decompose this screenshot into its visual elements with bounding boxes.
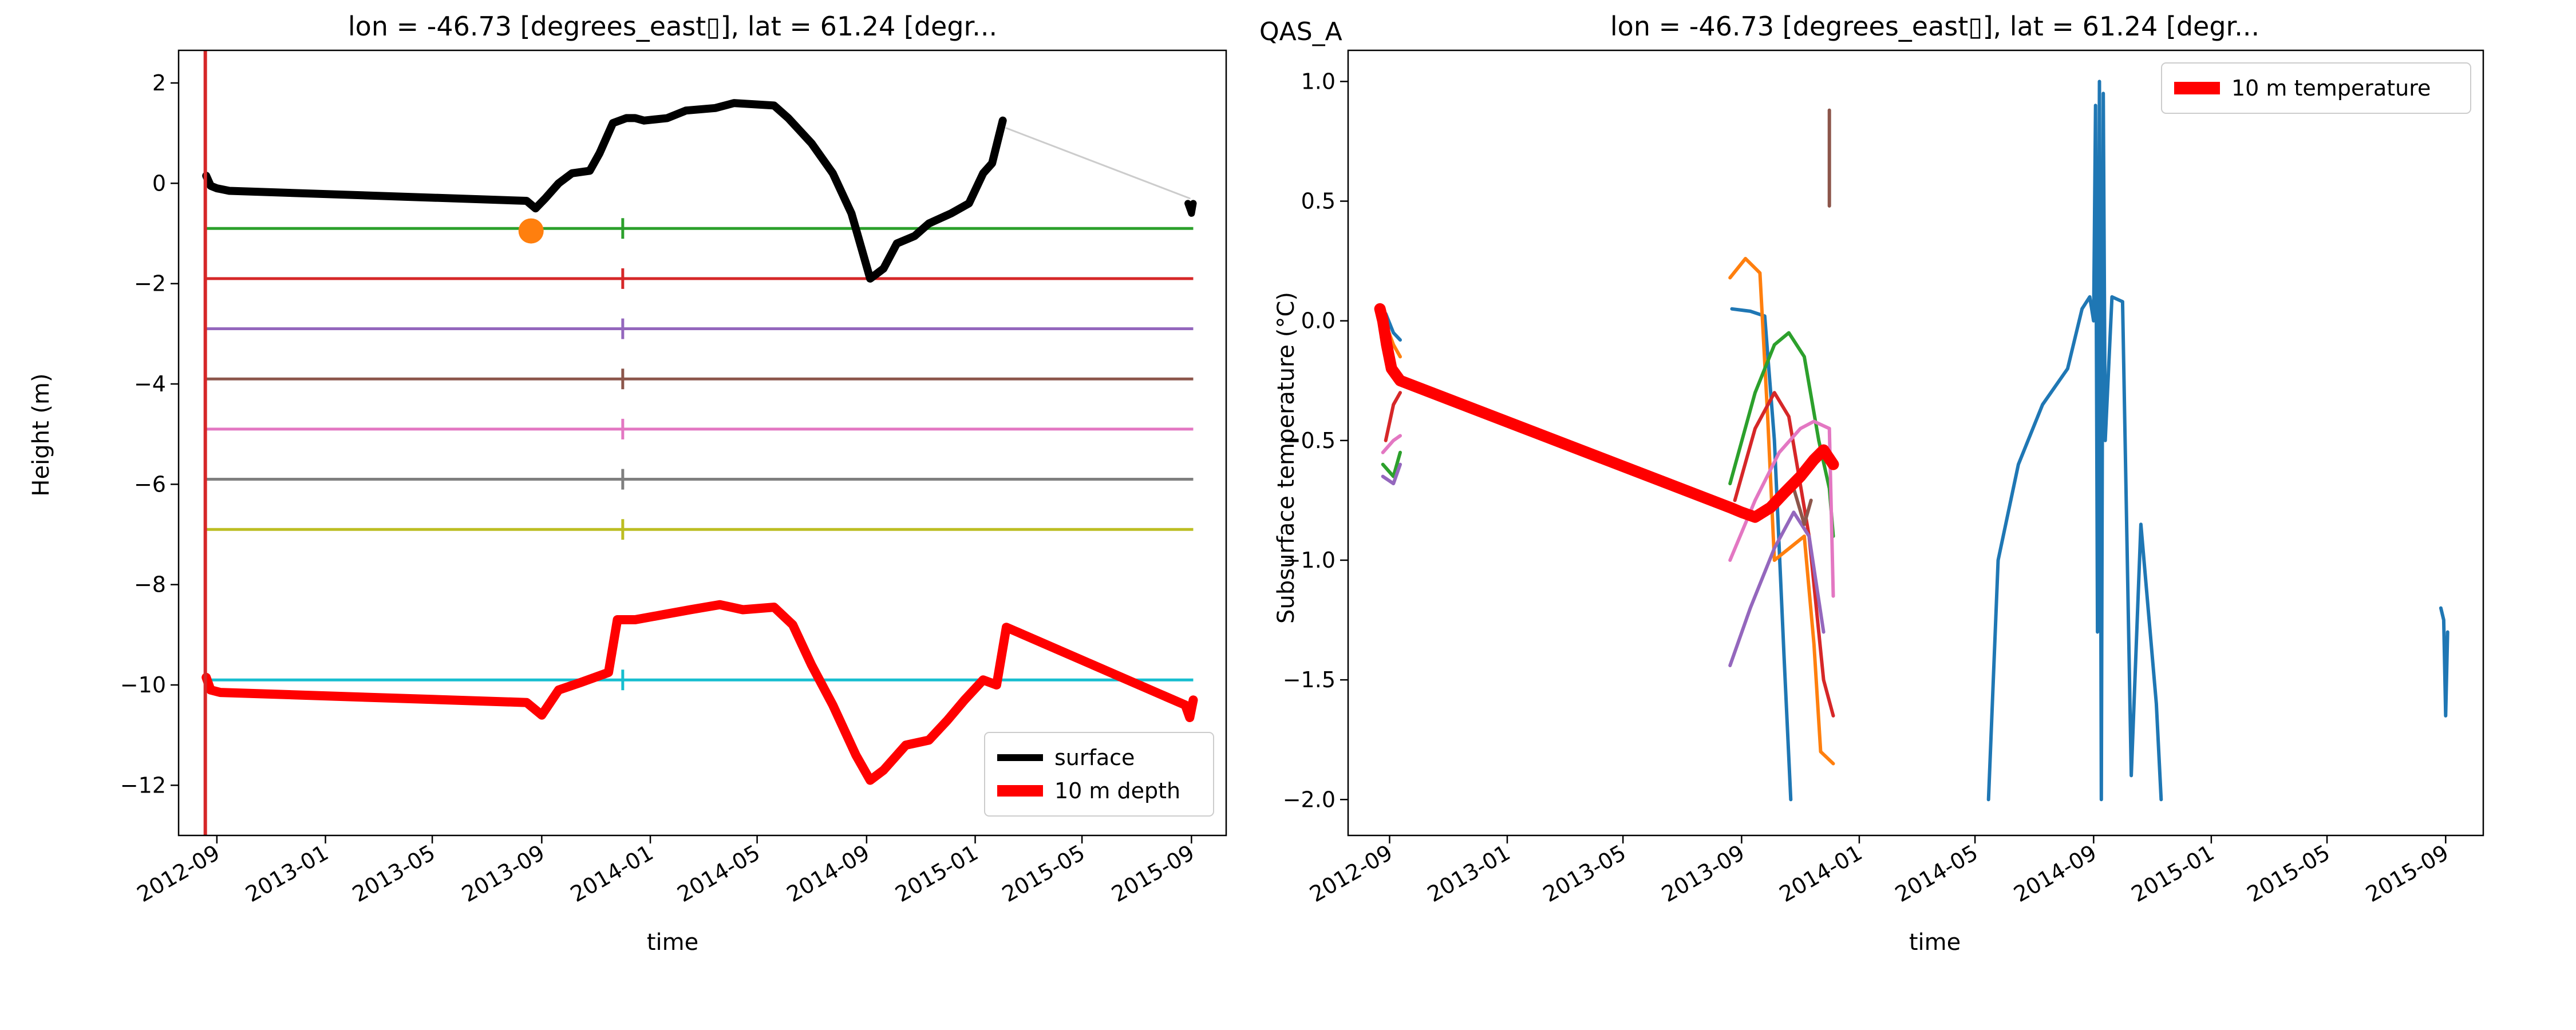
temperature-chart-legend: 10 m temperature (2161, 62, 2471, 114)
y-tick-label: −12 (120, 772, 166, 798)
temperature-series-line (1381, 450, 1402, 478)
y-tick-label: −2.0 (1283, 787, 1336, 812)
temperature-series-line (1728, 256, 1835, 766)
y-tick-label: −6 (134, 472, 166, 497)
y-tick-label: −8 (134, 572, 166, 597)
surface-series-line (1184, 200, 1197, 217)
y-tick-label: −4 (134, 371, 166, 397)
temperature-series-line (2439, 606, 2449, 718)
temperature-chart-plot-area (1374, 80, 2449, 802)
height-chart-y-ticks: 2 0 −2 −4 −6 −8 −10 −12 (120, 70, 179, 798)
y-tick-label: 0.0 (1301, 308, 1336, 334)
y-tick-label: −2 (134, 271, 166, 296)
temperature-10m-series-line (1374, 303, 1839, 523)
y-tick-label: −1.0 (1283, 548, 1336, 573)
temperature-series-line (1728, 510, 1826, 667)
temperature-series-line (1384, 391, 1402, 442)
depth-10m-series-line (202, 600, 1198, 785)
height-chart-y-axis-label: Height (m) (28, 373, 54, 496)
y-tick-label: −10 (120, 672, 166, 698)
surface-gap-line (1005, 127, 1191, 200)
temperature-chart-title: lon = -46.73 [degrees_east▯], lat = 61.2… (1610, 11, 2259, 42)
temperature-chart-x-axis-label: time (1909, 929, 1961, 956)
height-chart-frame (177, 49, 1227, 837)
y-tick-label: 1.0 (1301, 69, 1336, 94)
temperature-series-line (1730, 307, 1793, 802)
temperature-series-line (1986, 80, 2163, 802)
temperature-series-line (1792, 486, 1813, 526)
temperature-series-line (1728, 419, 1835, 598)
surface-series-line (202, 99, 1007, 283)
height-chart-legend: surface 10 m depth (984, 732, 1214, 817)
temperature-series-line (1728, 331, 1835, 538)
temperature-chart-frame (1347, 49, 2484, 837)
height-chart-plot-area (202, 50, 1198, 835)
height-chart-title: lon = -46.73 [degrees_east▯], lat = 61.2… (348, 11, 997, 42)
temperature-series-line (1381, 434, 1402, 454)
y-tick-label: 0.5 (1301, 189, 1336, 214)
temperature-chart-y-axis-label: Subsurface temperature (°C) (1273, 292, 1299, 624)
height-chart-x-axis-label: time (647, 929, 698, 956)
temperature-series-line (1733, 391, 1835, 718)
orange-marker-point (518, 218, 544, 244)
y-tick-label: 2 (152, 70, 166, 96)
temperature-series-line (1381, 462, 1402, 486)
figure-title: QAS_A (1259, 17, 1342, 46)
y-tick-label: −1.5 (1283, 667, 1336, 692)
legend-box (2161, 62, 2471, 114)
temperature-chart-y-ticks: 1.0 0.5 0.0 −0.5 −1.0 −1.5 −2.0 (1283, 69, 1348, 812)
legend-label: surface (1054, 745, 1135, 770)
y-tick-label: −0.5 (1283, 428, 1336, 453)
legend-label: 10 m depth (1054, 778, 1180, 803)
legend-label: 10 m temperature (2231, 76, 2431, 101)
y-tick-label: 0 (152, 171, 166, 196)
